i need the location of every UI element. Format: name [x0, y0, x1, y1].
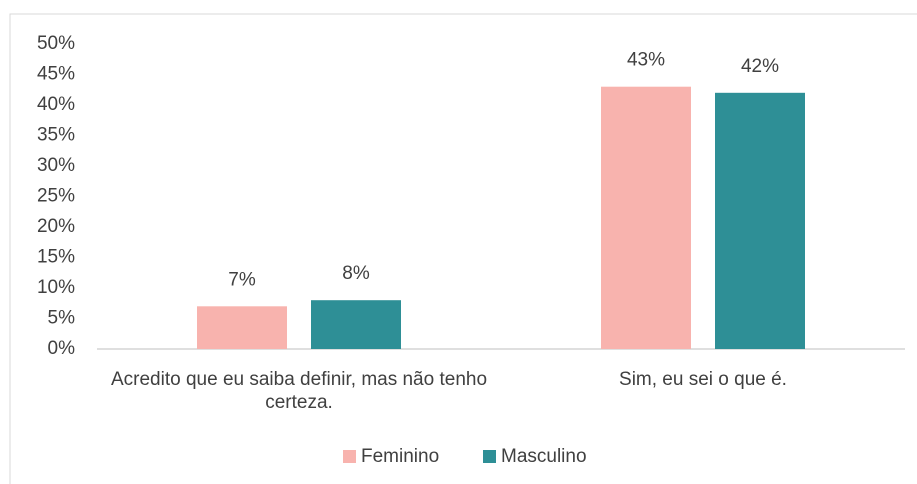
legend-label: Masculino [501, 446, 587, 467]
y-tick-label: 35% [37, 125, 75, 146]
y-tick-label: 10% [37, 277, 75, 298]
bar [601, 86, 691, 349]
data-label: 8% [342, 263, 370, 284]
y-tick-label: 0% [48, 338, 76, 359]
legend-swatch [483, 450, 496, 463]
data-label: 42% [741, 56, 779, 77]
y-tick-label: 15% [37, 247, 75, 268]
y-tick-label: 40% [37, 94, 75, 115]
legend-swatch [343, 450, 356, 463]
y-tick-label: 25% [37, 186, 75, 207]
chart-border [9, 13, 917, 484]
bar [197, 306, 287, 349]
data-label: 7% [228, 269, 256, 290]
y-tick-label: 20% [37, 216, 75, 237]
bar [311, 300, 401, 349]
y-tick-label: 30% [37, 155, 75, 176]
data-label: 43% [627, 50, 665, 71]
y-tick-label: 50% [37, 33, 75, 54]
legend-label: Feminino [361, 446, 439, 467]
y-tick-label: 5% [48, 308, 76, 329]
y-tick-label: 45% [37, 64, 75, 85]
x-tick-label: Acredito que eu saiba definir, mas não t… [110, 369, 488, 413]
bar [715, 92, 805, 350]
x-tick-label: Sim, eu sei o que é. [619, 369, 787, 390]
